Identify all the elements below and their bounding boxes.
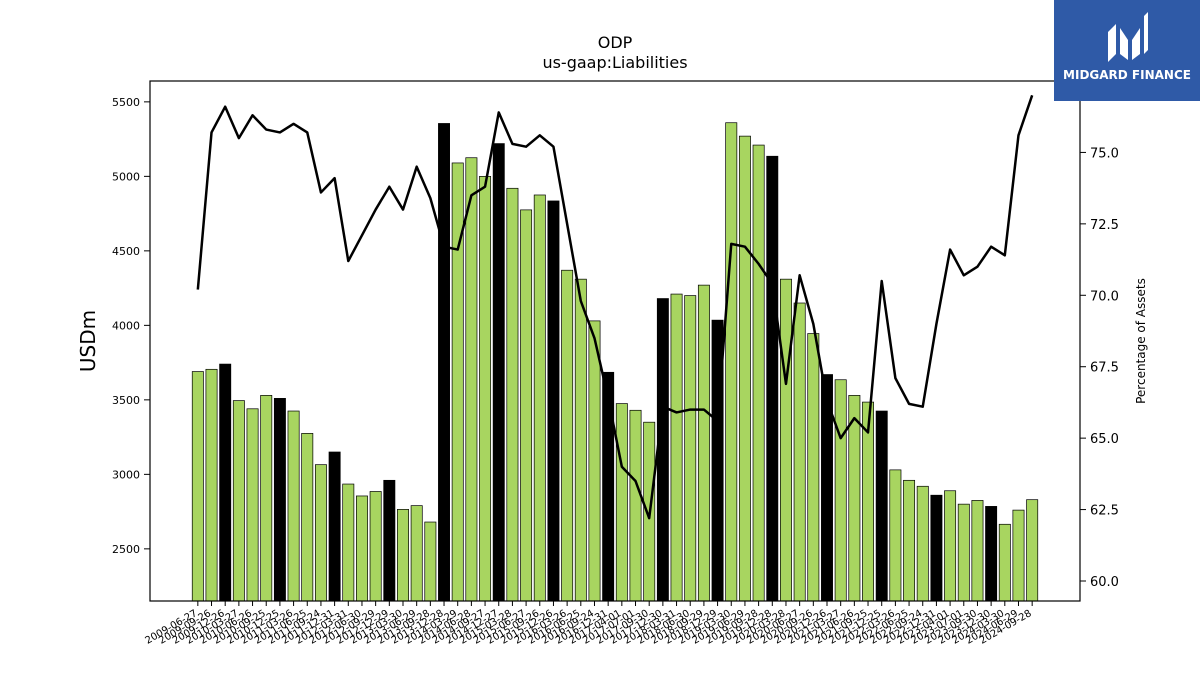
bar [205,368,218,602]
bar [451,162,464,602]
right-axis: 60.0 62.5 65.0 67.5 70.0 72.5 75.0 [1080,146,1119,590]
chart-subtitle: us-gaap:Liabilities [542,53,687,72]
percentage-line [196,94,1034,520]
bar [916,485,929,602]
bar [547,200,560,602]
bar [615,403,628,602]
bar [602,371,615,602]
brand-name: MIDGARD FINANCE [1063,68,1191,82]
bar [356,495,368,602]
chart-title: ODP [598,33,633,52]
y2-tick-label: 60.0 [1090,575,1119,590]
bar [807,333,820,602]
bar [588,320,601,602]
bar [998,523,1011,602]
bar-series [191,122,1039,602]
bar [889,469,902,602]
left-axis: 2500 3000 3500 4000 4500 5000 5500 [112,96,150,556]
bar [232,400,245,602]
line-series-layer [196,94,1034,520]
y-tick-label: 2500 [112,543,140,556]
bar [342,483,355,602]
bar [424,521,437,602]
y2-tick-label: 67.5 [1090,361,1119,376]
bar [834,379,847,602]
bar [944,490,957,602]
bar [1026,499,1039,602]
bar [656,298,669,602]
bar [780,278,792,602]
bar [1012,509,1025,602]
bar [520,209,533,602]
bar [191,371,204,602]
bar [670,293,683,602]
bar [273,398,286,602]
bar [246,408,259,602]
bar [287,410,300,602]
bar [260,395,273,602]
brand-logo: MIDGARD FINANCE [1054,0,1200,101]
plot-frame [149,80,1081,602]
x-axis: 2009-06-272009-09-262009-12-262010-03-27… [144,601,1034,647]
y-axis-label: USDm [76,310,100,372]
bar [506,187,519,602]
y2-axis-label: Percentage of Assets [1134,278,1148,404]
bar [533,194,546,602]
bar [383,479,396,602]
bar [301,433,314,602]
bar [793,302,806,602]
bar [930,494,943,602]
brand-mark-icon [1108,12,1148,62]
y-tick-label: 5500 [112,96,140,109]
bar [574,278,587,602]
bar [766,155,779,602]
bar [697,284,710,602]
y-tick-label: 4000 [112,319,140,332]
bar [985,506,998,602]
bar [875,410,888,602]
bar [314,464,327,602]
bar [752,144,765,602]
bar [219,363,232,602]
bar [903,479,916,602]
y2-tick-label: 70.0 [1090,289,1119,304]
bar [438,123,450,602]
y-tick-label: 3000 [112,468,140,481]
bar [684,295,697,602]
bar [492,143,505,602]
y-tick-label: 4500 [112,245,140,258]
y-tick-label: 3500 [112,394,140,407]
bar [848,395,861,602]
y2-tick-label: 62.5 [1090,504,1119,519]
bar [629,409,642,602]
y2-tick-label: 75.0 [1090,146,1119,161]
bar [561,269,574,602]
bar [725,122,738,602]
bar [738,135,751,602]
y2-tick-label: 72.5 [1090,218,1119,233]
bar [397,509,409,602]
bar [328,451,341,602]
y2-tick-label: 65.0 [1090,432,1119,447]
bar [957,503,970,602]
bar [465,157,478,602]
bar [369,491,382,602]
bar [410,505,423,602]
bar [479,176,492,602]
bar [971,500,984,602]
y-tick-label: 5000 [112,170,140,183]
